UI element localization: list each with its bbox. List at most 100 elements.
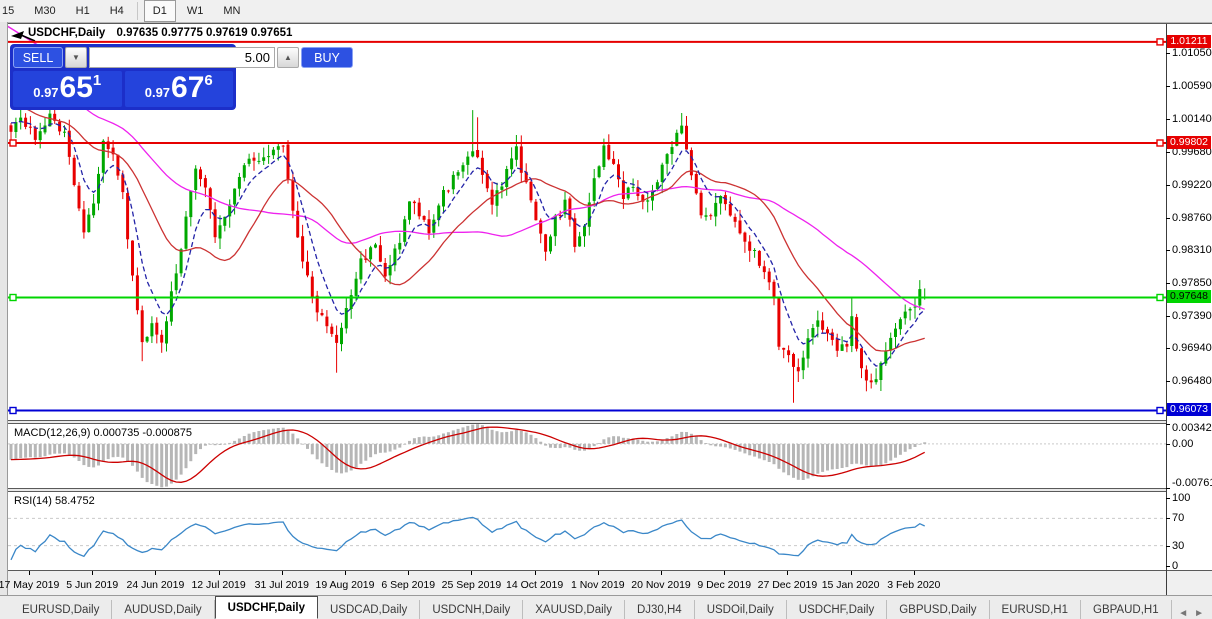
timeframe-button-15[interactable]: 15 bbox=[2, 5, 15, 17]
timeframe-button-W1[interactable]: W1 bbox=[186, 5, 204, 17]
timeframe-button-MN[interactable]: MN bbox=[223, 5, 241, 17]
timeframe-button-M30[interactable]: M30 bbox=[34, 5, 56, 17]
rsi-value: 58.4752 bbox=[54, 495, 95, 507]
chart-tab-USDCAD-Daily[interactable]: USDCAD,Daily bbox=[318, 600, 421, 619]
tab-scroll-arrows: ◄ ► bbox=[1178, 608, 1212, 619]
chart-tab-EURUSD-Daily[interactable]: EURUSD,Daily bbox=[10, 600, 113, 619]
volume-input[interactable] bbox=[89, 47, 275, 68]
rsi-chart[interactable] bbox=[8, 492, 1166, 570]
hline-handle bbox=[9, 139, 17, 147]
price-axis-label: 1.00590 bbox=[1172, 80, 1212, 93]
date-axis-tick bbox=[661, 571, 662, 575]
rsi-axis-tick bbox=[1166, 518, 1170, 520]
macd-label: MACD(12,26,9) 0.000735 -0.000875 bbox=[14, 427, 192, 439]
price-axis-tick bbox=[1166, 315, 1170, 317]
price-axis-label: 1.01050 bbox=[1172, 47, 1212, 60]
price-axis-tick bbox=[1166, 86, 1170, 88]
date-axis-tick bbox=[408, 571, 410, 575]
date-axis-tick bbox=[597, 571, 599, 575]
date-axis-tick bbox=[724, 571, 726, 575]
timeframe-button-H4[interactable]: H4 bbox=[109, 5, 124, 17]
chart-tab-USDCHF-Daily[interactable]: USDCHF,Daily bbox=[214, 596, 318, 619]
chart-bottom-border bbox=[8, 570, 1212, 571]
chart-ohlc-quotes: 0.97635 0.97775 0.97619 0.97651 bbox=[116, 27, 293, 39]
chart-tab-GBPAUD-H1[interactable]: GBPAUD,H1 bbox=[1081, 600, 1172, 619]
macd-axis-tick bbox=[1166, 443, 1170, 445]
price-axis-tick bbox=[1166, 381, 1170, 383]
one-click-trading-panel: SELL ▼ ▲ BUY 0.97 65 1 0.97 67 6 bbox=[10, 44, 353, 110]
date-axis-label: 20 Nov 2019 bbox=[631, 579, 691, 591]
macd-pane[interactable] bbox=[8, 424, 1166, 488]
rsi-axis-tick bbox=[1166, 545, 1170, 547]
timeframe-button-H1[interactable]: H1 bbox=[75, 5, 90, 17]
date-axis-label: 27 Dec 2019 bbox=[757, 579, 818, 591]
price-axis-label: 0.99680 bbox=[1172, 145, 1212, 158]
date-axis-label: 1 Nov 2019 bbox=[570, 579, 625, 591]
price-axis-tick bbox=[1166, 250, 1170, 251]
hline-handle bbox=[1156, 293, 1164, 302]
date-axis-label: 17 May 2019 bbox=[0, 579, 60, 591]
chart-tab-DJ30-H4[interactable]: DJ30,H4 bbox=[625, 600, 695, 619]
volume-increase-button[interactable]: ▲ bbox=[277, 47, 299, 68]
macd-values: 0.000735 -0.000875 bbox=[93, 427, 192, 439]
chart-top-border bbox=[8, 23, 1212, 24]
date-axis-tick bbox=[534, 571, 536, 575]
buy-button[interactable]: BUY bbox=[301, 47, 353, 68]
tab-scroll-right-icon[interactable]: ► bbox=[1194, 608, 1204, 619]
chart-tab-EURUSD-H1[interactable]: EURUSD,H1 bbox=[990, 600, 1081, 619]
pane-separator[interactable] bbox=[8, 488, 1212, 492]
hline-handle bbox=[1156, 406, 1164, 415]
price-level-badge: 0.96073 bbox=[1167, 403, 1211, 417]
date-axis-label: 3 Feb 2020 bbox=[887, 579, 941, 591]
rsi-pane[interactable] bbox=[8, 492, 1166, 570]
chart-tab-USDCHF-Daily[interactable]: USDCHF,Daily bbox=[787, 600, 888, 619]
chart-tab-bar: EURUSD,Daily AUDUSD,Daily USDCHF,Daily USDC… bbox=[0, 595, 1212, 619]
date-axis-label: 19 Aug 2019 bbox=[315, 579, 375, 591]
macd-chart[interactable] bbox=[8, 424, 1166, 488]
sell-button[interactable]: SELL bbox=[13, 47, 63, 68]
pane-separator[interactable] bbox=[8, 420, 1212, 424]
price-axis-label: 0.97850 bbox=[1172, 277, 1212, 289]
chevron-down-icon: ▼ bbox=[72, 53, 80, 62]
macd-axis-label: 0.00 bbox=[1172, 437, 1194, 450]
macd-axis-label: -0.007615 bbox=[1172, 477, 1212, 489]
price-axis-label: 1.00140 bbox=[1172, 112, 1212, 125]
price-axis-label: 0.97390 bbox=[1172, 309, 1212, 322]
tab-scroll-left-icon[interactable]: ◄ bbox=[1178, 608, 1189, 619]
timeframe-toolbar: 15 M30 H1 H4 D1 W1 MN bbox=[0, 0, 1212, 23]
date-axis-label: 12 Jul 2019 bbox=[191, 579, 246, 591]
window-left-edge bbox=[0, 22, 8, 619]
volume-decrease-button[interactable]: ▼ bbox=[65, 47, 87, 68]
price-axis-label: 0.98760 bbox=[1172, 211, 1212, 224]
price-axis-tick bbox=[1166, 53, 1170, 55]
macd-axis-tick bbox=[1166, 488, 1170, 489]
price-axis-label: 0.96480 bbox=[1172, 375, 1212, 388]
date-axis-label: 31 Jul 2019 bbox=[254, 579, 309, 591]
date-axis-tick bbox=[281, 571, 283, 575]
sell-price-display[interactable]: 0.97 65 1 bbox=[13, 71, 122, 107]
chart-tab-AUDUSD-Daily[interactable]: AUDUSD,Daily bbox=[112, 600, 215, 619]
timeframe-button-D1[interactable]: D1 bbox=[143, 0, 176, 22]
chart-tab-USDOil-Daily[interactable]: USDOil,Daily bbox=[695, 600, 787, 619]
date-axis-tick bbox=[92, 571, 94, 575]
price-axis-tick bbox=[1166, 118, 1170, 120]
date-axis-tick bbox=[218, 571, 220, 575]
rsi-axis-tick bbox=[1166, 498, 1170, 499]
chart-title: USDCHF,Daily 0.97635 0.97775 0.97619 0.9… bbox=[28, 27, 292, 39]
chart-tab-GBPUSD-Daily[interactable]: GBPUSD,Daily bbox=[887, 600, 990, 619]
chart-tab-XAUUSD-Daily[interactable]: XAUUSD,Daily bbox=[523, 600, 625, 619]
date-axis-label: 14 Oct 2019 bbox=[505, 579, 564, 591]
price-level-badge: 0.99802 bbox=[1167, 135, 1211, 149]
rsi-axis-label: 70 bbox=[1172, 512, 1185, 525]
buy-price-display[interactable]: 0.97 67 6 bbox=[124, 71, 233, 107]
rsi-axis-tick bbox=[1166, 566, 1170, 567]
price-axis-tick bbox=[1166, 217, 1170, 219]
hline-handle bbox=[1156, 38, 1164, 46]
date-axis-tick bbox=[787, 571, 789, 575]
date-axis-label: 9 Dec 2019 bbox=[697, 579, 752, 591]
date-axis-label: 6 Sep 2019 bbox=[381, 579, 436, 591]
date-axis-tick bbox=[913, 571, 915, 575]
price-chart-pane[interactable] bbox=[8, 24, 1166, 420]
chart-tab-USDCNH-Daily[interactable]: USDCNH,Daily bbox=[420, 600, 524, 619]
